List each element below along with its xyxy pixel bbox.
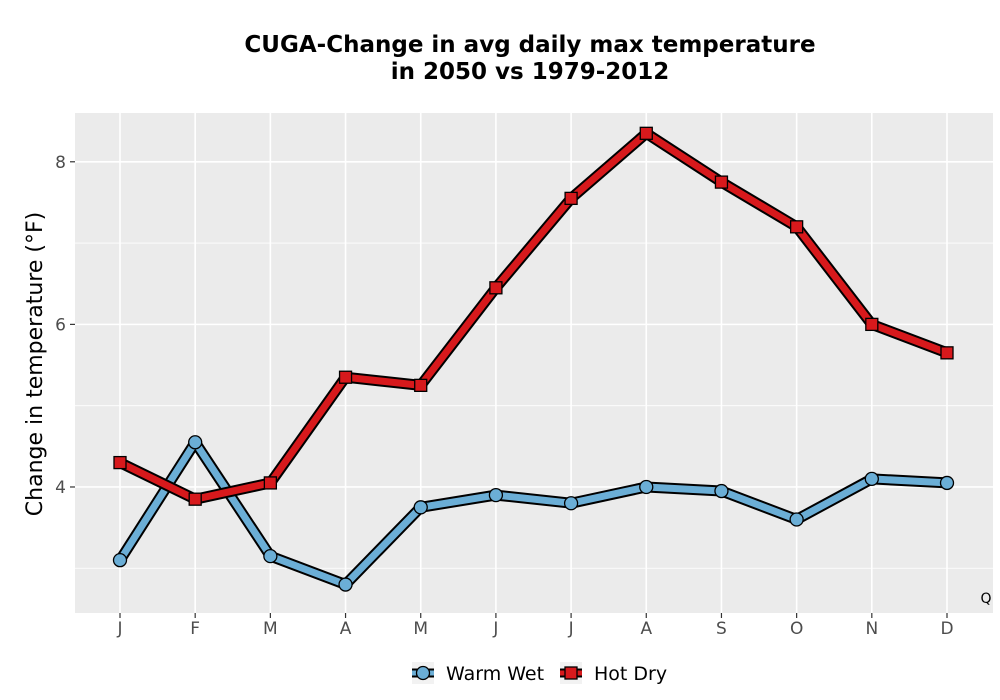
- data-point: [789, 220, 804, 234]
- chart-title-line-1: CUGA-Change in avg daily max temperature: [244, 32, 816, 58]
- data-point: [338, 370, 353, 384]
- legend-key-marker: [415, 665, 431, 681]
- y-tick-label: 4: [55, 478, 66, 498]
- data-point: [639, 479, 654, 495]
- plot-panel: [75, 113, 993, 613]
- legend-key-marker: [564, 666, 578, 680]
- data-point: [489, 281, 503, 295]
- legend-item-warm-wet: Warm Wet: [412, 662, 544, 685]
- data-point: [488, 487, 504, 503]
- data-point: [263, 476, 278, 490]
- series-hot-dry: [113, 126, 954, 506]
- x-tick-label: M: [263, 619, 278, 639]
- x-tick-label: A: [640, 619, 652, 639]
- data-point: [940, 346, 954, 360]
- series-layer: [112, 126, 955, 592]
- legend-item-hot-dry: Hot Dry: [560, 662, 667, 685]
- data-point: [939, 475, 955, 491]
- x-tick-label: A: [340, 619, 352, 639]
- x-tick-label: J: [116, 619, 122, 639]
- data-point: [789, 512, 804, 527]
- legend-label: Hot Dry: [594, 663, 667, 685]
- data-point: [865, 317, 879, 332]
- data-point: [263, 548, 278, 564]
- y-axis: 4 6 8: [55, 153, 75, 498]
- series-line: [116, 129, 951, 503]
- data-point: [639, 126, 653, 140]
- data-point: [864, 471, 879, 487]
- data-point: [563, 496, 579, 511]
- data-point: [188, 435, 203, 450]
- x-tick-label: N: [865, 619, 878, 639]
- y-axis-title: Change in temperature (°F): [23, 212, 48, 516]
- data-point: [413, 500, 428, 515]
- x-tick-label: M: [413, 619, 428, 639]
- data-point: [564, 191, 578, 206]
- legend: Warm Wet Hot Dry: [412, 662, 667, 685]
- data-point: [112, 553, 128, 568]
- x-tick-label: J: [568, 619, 574, 639]
- x-tick-label: D: [940, 619, 953, 639]
- data-point: [414, 378, 428, 393]
- data-point: [714, 483, 729, 499]
- series-line: [116, 438, 951, 588]
- data-point: [113, 455, 127, 470]
- chart-title-line-2: in 2050 vs 1979-2012: [390, 59, 670, 85]
- y-tick-label: 6: [55, 315, 66, 335]
- corner-label: Q: [980, 591, 991, 607]
- x-tick-label: S: [716, 619, 727, 639]
- y-tick-label: 8: [55, 153, 66, 173]
- data-point: [338, 577, 353, 592]
- major-gridlines: [75, 113, 993, 613]
- data-point: [714, 175, 729, 189]
- chart-title: CUGA-Change in avg daily max temperature…: [0, 32, 1000, 86]
- data-point: [188, 492, 202, 506]
- x-tick-label: O: [790, 619, 803, 639]
- series-warm-wet: [112, 435, 955, 592]
- x-tick-label: J: [492, 619, 498, 639]
- legend-label: Warm Wet: [446, 663, 544, 685]
- x-tick-label: F: [190, 619, 200, 639]
